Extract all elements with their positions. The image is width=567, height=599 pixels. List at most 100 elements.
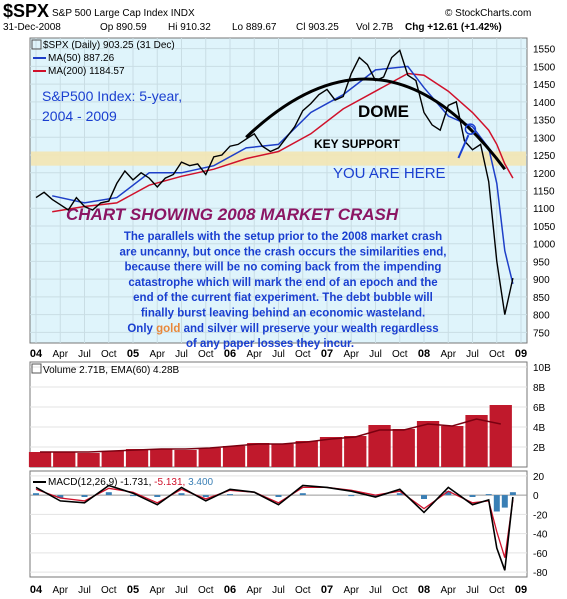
x-axis-bottom: 04 Apr Jul Oct 05 Apr Jul Oct 06 Apr Jul Oct 07 Apr Ju…: [30, 584, 527, 596]
quote-low: Lo 889.67: [232, 22, 277, 33]
macd-histogram-bar: [178, 493, 185, 496]
volume-legend: Volume 2.71B, EMA(60) 4.28B: [43, 365, 180, 376]
x-tick-label: Oct: [198, 585, 214, 596]
macd-y-tick-label: -40: [533, 530, 548, 541]
volume-bar: [441, 426, 464, 467]
legend-ma200: MA(200) 1184.57: [48, 66, 125, 77]
volume-bar: [271, 444, 294, 467]
macd-histogram-bar: [299, 493, 306, 496]
volume-bars-layer: [28, 405, 512, 467]
x-tick-label: Oct: [295, 585, 311, 596]
quote-open: Op 890.59: [100, 22, 147, 33]
source-credit: © StockCharts.com: [445, 8, 531, 19]
x-tick-label: Apr: [343, 585, 359, 596]
key-support-band: [31, 151, 526, 166]
x-tick-label: Oct: [101, 585, 117, 596]
x-tick-label: Jul: [369, 585, 382, 596]
x-tick-label: Apr: [440, 349, 456, 360]
macd-histogram-bar: [501, 495, 508, 508]
price-y-tick-label: 1550: [533, 45, 556, 56]
x-tick-label: 08: [418, 348, 430, 360]
x-tick-label: 06: [224, 348, 236, 360]
macd-histogram-bar: [348, 495, 355, 497]
volume-bar: [198, 448, 221, 467]
price-y-tick-label: 1050: [533, 222, 556, 233]
x-tick-label: Jul: [272, 349, 285, 360]
x-tick-label: Jul: [466, 349, 479, 360]
x-tick-label: Jul: [272, 585, 285, 596]
dome-label: DOME: [358, 102, 409, 121]
volume-bar: [295, 441, 318, 467]
volume-bar: [368, 425, 391, 467]
x-tick-label: Jul: [78, 585, 91, 596]
last-line-mid: and silver will preserve your wealth reg…: [180, 323, 438, 335]
gold-word: gold: [156, 323, 180, 335]
volume-y-ticks: 2B 4B 6B 8B 10B: [533, 363, 551, 454]
macd-histogram-bar: [493, 495, 500, 512]
x-tick-label: Oct: [101, 349, 117, 360]
annotation-paragraph-line: are uncanny, but once the crash occurs t…: [120, 246, 447, 258]
volume-y-tick-label: 8B: [533, 383, 546, 394]
annotation-last-line-end: of any paper losses they incur.: [186, 338, 354, 350]
volume-bar: [101, 451, 124, 467]
quote-volume: Vol 2.7B: [356, 22, 394, 33]
index-name: S&P 500 Large Cap Index INDX: [52, 8, 195, 19]
price-y-tick-label: 1000: [533, 240, 556, 251]
annotation-title-line1: S&P500 Index: 5-year,: [42, 88, 182, 104]
macd-histogram-bar: [202, 495, 209, 497]
volume-bar: [465, 415, 488, 467]
macd-legend: MACD(12,26,9) -1.731, -5.131, 3.400: [48, 477, 214, 488]
x-tick-label: Jul: [466, 585, 479, 596]
x-tick-label: 07: [321, 584, 333, 596]
x-tick-label: Apr: [52, 349, 68, 360]
volume-bar: [392, 429, 415, 467]
quote-change: Chg +12.61 (+1.42%): [405, 22, 502, 33]
volume-y-tick-label: 2B: [533, 443, 546, 454]
volume-bar: [416, 421, 440, 467]
x-tick-label: Apr: [149, 585, 165, 596]
you-are-here-circle: [464, 123, 477, 135]
x-tick-label: 08: [418, 584, 430, 596]
x-tick-label: Jul: [369, 349, 382, 360]
volume-bar: [53, 452, 76, 467]
you-are-here-pointer: [457, 134, 470, 159]
macd-layer: [33, 484, 516, 571]
x-tick-label: Oct: [392, 585, 408, 596]
volume-bar: [247, 443, 270, 467]
macd-histogram-bar: [275, 495, 282, 497]
dome-arc: [245, 77, 507, 171]
macd-histogram-bar: [33, 493, 39, 496]
price-y-tick-label: 900: [533, 275, 550, 286]
price-y-tick-label: 1500: [533, 62, 556, 73]
volume-bar: [150, 449, 173, 467]
last-line-pre: Only: [127, 323, 156, 335]
macd-histogram-bar: [372, 495, 379, 497]
macd-legend-hist: 3.400: [188, 477, 213, 488]
volume-bar: [344, 436, 367, 467]
macd-legend-signal: -5.131,: [154, 477, 185, 488]
annotation-paragraph-line: end of the current fiat experiment. The …: [133, 292, 433, 304]
x-tick-label: 06: [224, 584, 236, 596]
macd-legend-value: -1.731,: [120, 477, 151, 488]
macd-histogram-bar: [421, 495, 427, 499]
annotation-paragraph-line: finally burst leaving behind an economic…: [141, 308, 425, 320]
macd-y-tick-label: -80: [533, 568, 548, 579]
macd-y-tick-label: 0: [533, 491, 539, 502]
x-tick-label: 05: [127, 584, 139, 596]
macd-histogram-bar: [81, 495, 88, 497]
annotation-paragraph-line: because there will be no coming back fro…: [125, 262, 442, 274]
annotation-paragraph-line: catastrophe which will mark the end of a…: [128, 277, 437, 289]
annotation-last-line: Only gold and silver will preserve your …: [127, 323, 438, 335]
price-y-ticks: 750 800 850 900 950 1000 1050 1100 1150 1200 1250 1…: [533, 45, 556, 340]
macd-y-tick-label: -20: [533, 510, 548, 521]
x-tick-label: 04: [30, 584, 43, 596]
macd-line: [35, 484, 514, 571]
volume-bar: [174, 450, 197, 467]
price-y-tick-label: 750: [533, 328, 550, 339]
macd-histogram-bar: [130, 495, 136, 497]
quote-high: Hi 910.32: [168, 22, 211, 33]
volume-bar: [125, 449, 149, 467]
macd-y-tick-label: -60: [533, 549, 548, 560]
macd-histogram-bar: [485, 494, 492, 496]
